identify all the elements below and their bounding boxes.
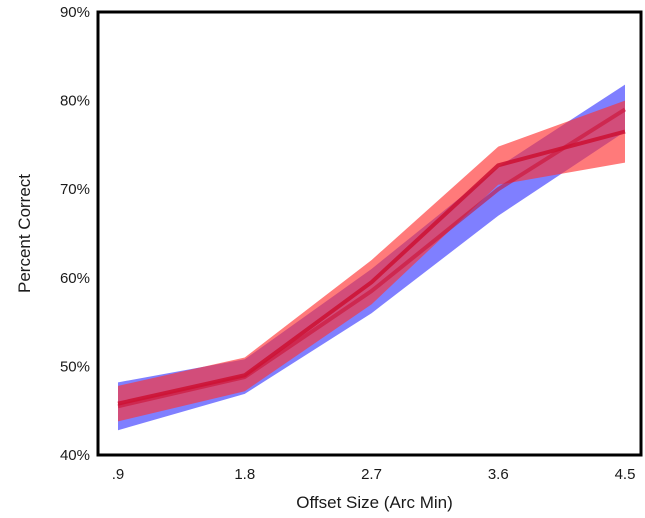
y-axis-ticks: 40% 50% 60% 70% 80% 90%	[60, 4, 90, 464]
y-axis-title: Percent Correct	[15, 174, 34, 293]
plot-frame	[96, 10, 643, 457]
y-tick-label: 40%	[60, 447, 90, 464]
x-axis-ticks: .9 1.8 2.7 3.6 4.5	[112, 466, 636, 483]
y-tick-label: 90%	[60, 4, 90, 21]
series-line-2	[117, 129, 626, 406]
y-tick-label: 80%	[60, 93, 90, 110]
confidence-band-2	[118, 100, 625, 422]
x-tick-label: 4.5	[615, 466, 636, 483]
x-tick-label: 3.6	[488, 466, 509, 483]
x-tick-label: 1.8	[234, 466, 255, 483]
series-line-1	[117, 107, 627, 409]
y-tick-label: 60%	[60, 270, 90, 287]
y-tick-label: 50%	[60, 358, 90, 375]
series-lines	[117, 107, 627, 409]
x-tick-label: .9	[112, 466, 125, 483]
y-tick-label: 70%	[60, 181, 90, 198]
x-axis-title: Offset Size (Arc Min)	[296, 493, 453, 512]
x-tick-label: 2.7	[361, 466, 382, 483]
confidence-bands	[118, 84, 625, 431]
